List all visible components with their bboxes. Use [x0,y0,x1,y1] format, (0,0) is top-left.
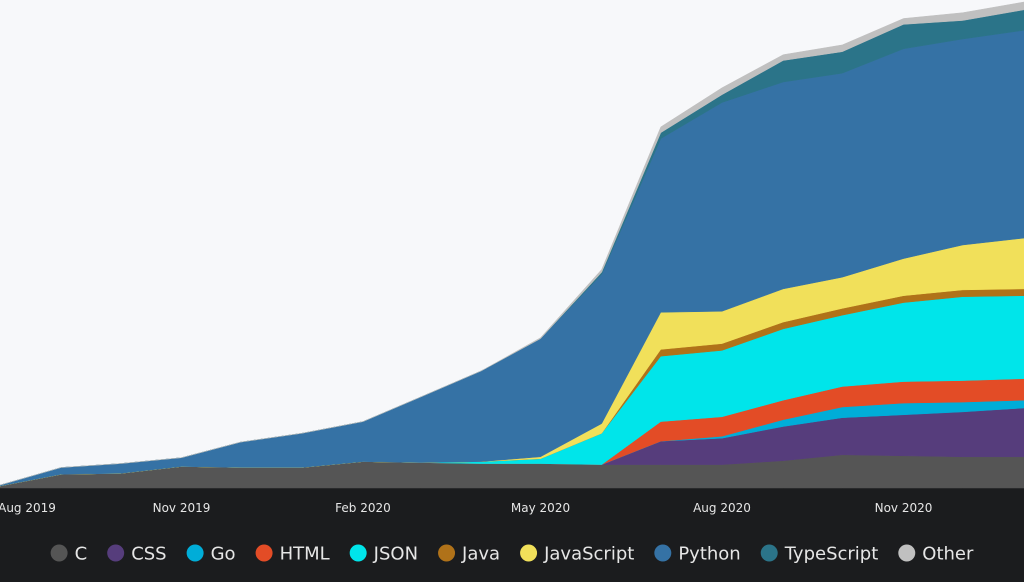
legend-label: CSS [131,544,166,565]
area-other [0,1,1024,486]
legend-swatch [520,544,538,562]
legend-item-typescript[interactable]: TypeScript [760,544,879,565]
legend-swatch [255,544,273,562]
legend-swatch [107,544,125,562]
legend-item-css[interactable]: CSS [107,544,167,565]
legend-label: JSON [373,544,418,565]
legend-item-java[interactable]: Java [438,544,500,565]
legend-item-go[interactable]: Go [186,544,236,565]
legend-label: HTML [280,544,330,565]
legend-item-javascript[interactable]: JavaScript [520,544,634,565]
legend-swatch [50,544,68,562]
legend-swatch [760,544,778,562]
legend-item-c[interactable]: C [50,544,88,565]
legend-swatch [654,544,672,562]
legend: C CSS Go HTML JSON Java JavaScript Python TypeSc… [50,544,974,565]
legend-label: TypeScript [784,544,879,565]
legend-item-json[interactable]: JSON [349,544,418,565]
legend-label: JavaScript [543,544,634,565]
legend-item-html[interactable]: HTML [255,544,330,565]
legend-swatch [349,544,367,562]
legend-swatch [898,544,916,562]
legend-swatch [186,544,204,562]
x-tick-label: Aug 2019 [0,501,56,515]
legend-item-python[interactable]: Python [654,544,741,565]
x-tick-label: Nov 2019 [153,501,211,515]
legend-swatch [438,544,456,562]
x-tick-label: Nov 2020 [875,501,933,515]
x-tick-label: Feb 2020 [335,501,391,515]
legend-label: C [75,544,88,565]
x-axis-ticks: Aug 2019 Nov 2019 Feb 2020 May 2020 Aug 2020… [0,501,932,515]
legend-item-other[interactable]: Other [898,544,974,565]
x-tick-label: May 2020 [511,501,570,515]
legend-label: Python [678,544,740,565]
legend-label: Java [461,544,500,565]
legend-label: Other [922,544,974,565]
series-areas [0,1,1024,489]
footer-background [0,488,1024,582]
legend-label: Go [211,544,236,565]
x-tick-label: Aug 2020 [693,501,751,515]
